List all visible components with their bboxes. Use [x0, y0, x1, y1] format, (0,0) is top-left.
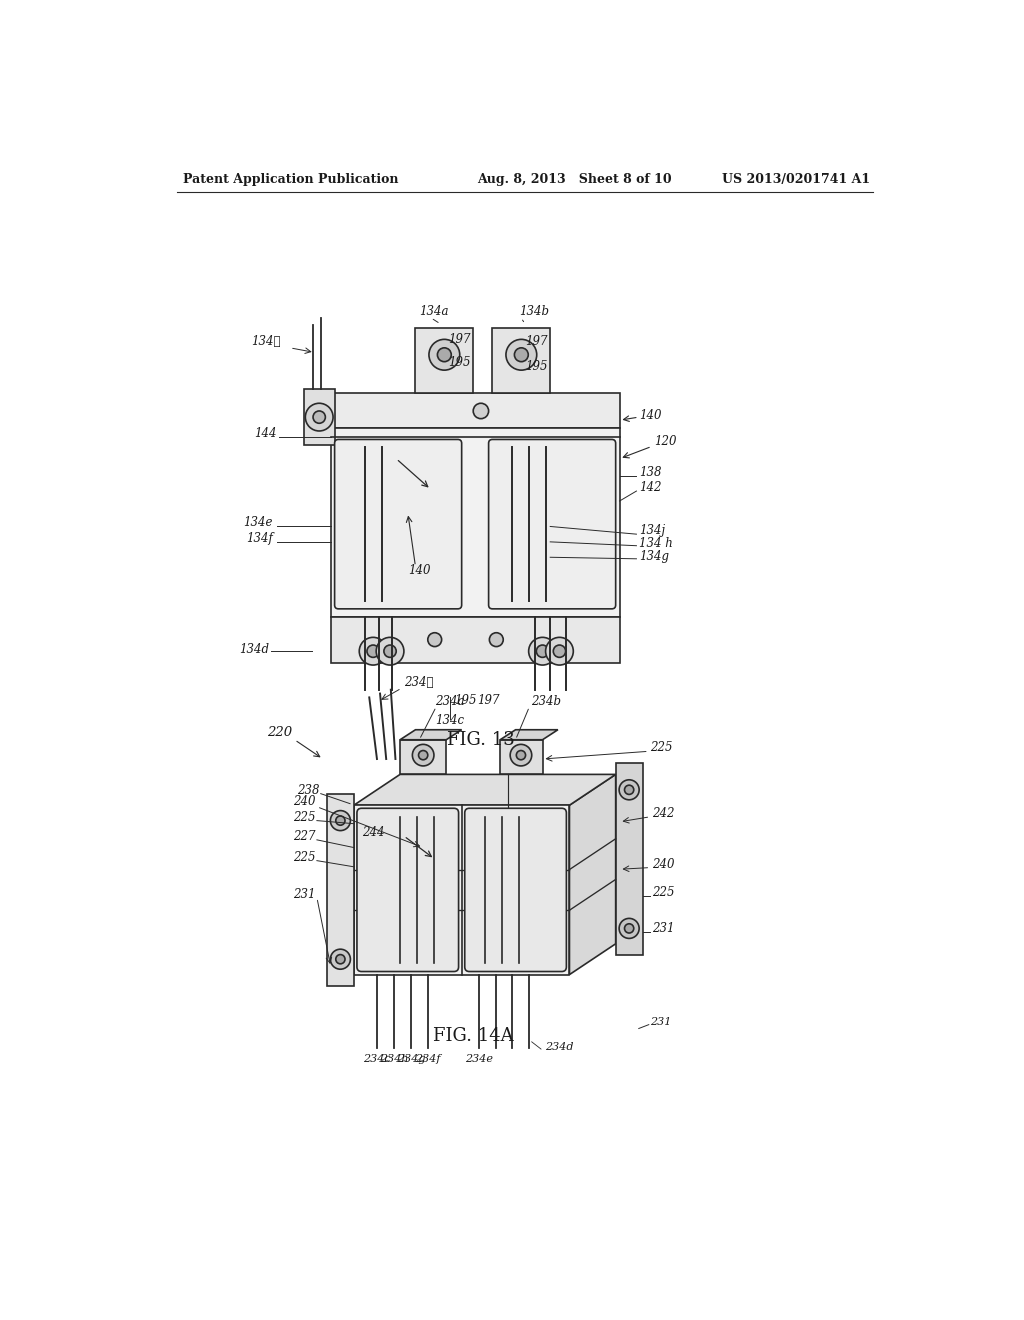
Text: 234c: 234c — [364, 1053, 391, 1064]
Polygon shape — [354, 805, 569, 974]
Circle shape — [428, 632, 441, 647]
Text: 197: 197 — [449, 333, 471, 346]
Text: FIG. 14A: FIG. 14A — [433, 1027, 513, 1045]
Circle shape — [376, 638, 403, 665]
Circle shape — [367, 645, 379, 657]
Text: 134a: 134a — [419, 305, 449, 318]
Bar — [400, 739, 446, 775]
Polygon shape — [400, 730, 462, 739]
FancyBboxPatch shape — [488, 440, 615, 609]
Circle shape — [437, 348, 452, 362]
Circle shape — [384, 645, 396, 657]
Text: 134e: 134e — [244, 516, 273, 529]
Text: 134ℓ: 134ℓ — [251, 335, 281, 347]
Text: 240: 240 — [293, 795, 315, 808]
Text: 234h: 234h — [380, 1053, 409, 1064]
Circle shape — [510, 744, 531, 766]
Text: 197: 197 — [525, 335, 548, 347]
Circle shape — [336, 954, 345, 964]
Circle shape — [419, 751, 428, 760]
Text: 234f: 234f — [415, 1053, 440, 1064]
Circle shape — [506, 339, 537, 370]
Text: Aug. 8, 2013   Sheet 8 of 10: Aug. 8, 2013 Sheet 8 of 10 — [477, 173, 672, 186]
Bar — [331, 393, 620, 428]
Text: 134g: 134g — [639, 550, 669, 564]
Circle shape — [473, 404, 488, 418]
Text: 238: 238 — [297, 784, 319, 797]
FancyBboxPatch shape — [357, 808, 459, 972]
Text: 138: 138 — [639, 466, 662, 479]
Circle shape — [514, 348, 528, 362]
Text: 225: 225 — [650, 742, 673, 754]
Text: 134d: 134d — [240, 643, 269, 656]
Bar — [416, 327, 473, 393]
FancyBboxPatch shape — [465, 808, 566, 972]
Text: 240: 240 — [652, 858, 675, 871]
Circle shape — [331, 810, 350, 830]
Text: 225: 225 — [652, 886, 675, 899]
Text: 220: 220 — [267, 726, 292, 739]
Circle shape — [305, 404, 333, 432]
Polygon shape — [354, 775, 615, 805]
Circle shape — [553, 645, 565, 657]
Text: 242: 242 — [652, 807, 675, 820]
Text: 225: 225 — [293, 810, 315, 824]
Circle shape — [359, 638, 387, 665]
Text: 195: 195 — [525, 360, 548, 374]
Bar — [304, 389, 335, 445]
Text: Patent Application Publication: Patent Application Publication — [183, 173, 398, 186]
Text: 134c: 134c — [435, 714, 465, 727]
Text: 134j: 134j — [639, 524, 665, 537]
Bar — [493, 327, 550, 393]
Text: 195: 195 — [449, 356, 471, 370]
Polygon shape — [327, 793, 354, 986]
Circle shape — [620, 780, 639, 800]
Text: 144: 144 — [254, 428, 276, 440]
Circle shape — [336, 816, 345, 825]
Circle shape — [537, 645, 549, 657]
Circle shape — [620, 919, 639, 939]
Text: 134b: 134b — [519, 305, 550, 318]
Text: 120: 120 — [654, 434, 677, 447]
Text: 234d: 234d — [545, 1041, 573, 1052]
Circle shape — [331, 949, 350, 969]
Text: 195: 195 — [454, 693, 476, 706]
Circle shape — [625, 785, 634, 795]
Text: 225: 225 — [293, 850, 315, 863]
Bar — [500, 739, 543, 775]
Text: 234g: 234g — [396, 1053, 425, 1064]
Circle shape — [489, 632, 503, 647]
Circle shape — [516, 751, 525, 760]
FancyBboxPatch shape — [335, 440, 462, 609]
Text: US 2013/0201741 A1: US 2013/0201741 A1 — [722, 173, 869, 186]
Text: 234e: 234e — [465, 1053, 493, 1064]
Polygon shape — [500, 730, 558, 739]
Circle shape — [413, 744, 434, 766]
Polygon shape — [615, 763, 643, 956]
Text: 134f: 134f — [246, 532, 273, 545]
Circle shape — [429, 339, 460, 370]
Text: 197: 197 — [477, 693, 500, 706]
Text: 231: 231 — [293, 887, 315, 900]
Polygon shape — [569, 775, 615, 974]
Text: 140: 140 — [408, 564, 430, 577]
Circle shape — [546, 638, 573, 665]
Text: 140: 140 — [639, 409, 662, 421]
Text: 234ℓ: 234ℓ — [403, 676, 433, 689]
Text: 234a: 234a — [435, 696, 464, 708]
Circle shape — [313, 411, 326, 424]
Text: 227: 227 — [293, 830, 315, 843]
Text: 244: 244 — [362, 826, 385, 840]
Text: FIG. 13: FIG. 13 — [447, 731, 515, 748]
Bar — [331, 428, 620, 616]
Circle shape — [625, 924, 634, 933]
Text: 134 h: 134 h — [639, 537, 673, 550]
Text: 234b: 234b — [531, 696, 561, 708]
Text: 142: 142 — [639, 480, 662, 494]
Circle shape — [528, 638, 556, 665]
Text: 231: 231 — [652, 923, 675, 936]
Bar — [331, 616, 620, 663]
Text: 231: 231 — [650, 1016, 672, 1027]
